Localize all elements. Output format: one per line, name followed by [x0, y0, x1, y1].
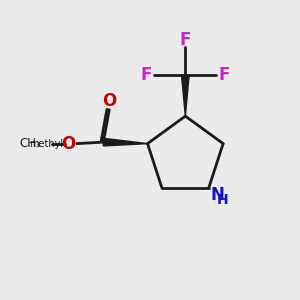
Text: H: H — [217, 194, 229, 207]
Text: O: O — [61, 135, 76, 153]
Polygon shape — [182, 75, 189, 116]
Text: N: N — [210, 185, 224, 203]
Text: F: F — [219, 66, 230, 84]
Text: methyl: methyl — [29, 139, 63, 148]
Text: O: O — [102, 92, 116, 110]
Text: F: F — [180, 31, 191, 49]
Polygon shape — [103, 138, 148, 146]
Text: F: F — [140, 66, 152, 84]
Text: CH₃: CH₃ — [20, 137, 41, 150]
